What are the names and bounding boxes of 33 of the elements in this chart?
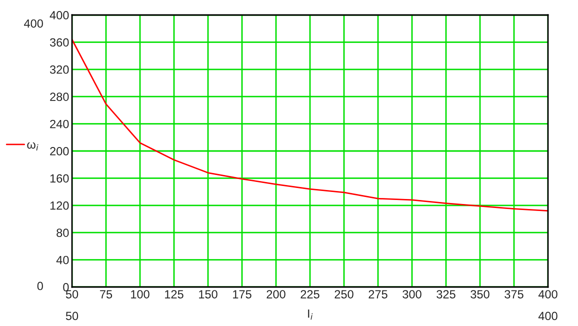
x-tick-label: 250: [334, 290, 354, 298]
x-tick-label: 150: [199, 290, 218, 298]
y-tick-label: 320: [50, 65, 69, 74]
x-tick-label: 400: [538, 290, 558, 298]
text: 400: [24, 19, 43, 28]
y-tick-label: 40: [56, 256, 69, 264]
y-tick-label: 280: [50, 92, 69, 101]
x-tick-label: 200: [266, 290, 286, 298]
y-tick-label: 400: [50, 11, 69, 20]
text: 0: [37, 282, 43, 290]
x-tick-label: 375: [504, 290, 524, 298]
x-tick-label: 175: [233, 290, 252, 298]
y-tick-label: 80: [56, 228, 69, 237]
text: 400: [538, 312, 558, 320]
y-tick-label: 240: [50, 120, 69, 128]
y-tick-label: 0: [63, 283, 69, 292]
x-tick-label: 225: [300, 290, 320, 298]
x-tick-label: 50: [66, 290, 78, 298]
line-series: [72, 38, 548, 212]
y-tick-label: 360: [50, 38, 69, 47]
x-tick-label: 125: [165, 290, 184, 298]
x-axis-title: I$_{i}$: [308, 310, 313, 320]
x-tick-label: 100: [131, 290, 150, 298]
text: 50: [66, 312, 78, 320]
legend-label: ω$_{i}$: [27, 142, 38, 151]
x-tick-label: 350: [470, 290, 490, 298]
x-tick-label: 275: [368, 290, 388, 298]
y-tick-label: 160: [50, 174, 69, 183]
x-tick-label: 75: [100, 290, 112, 298]
y-tick-label: 120: [50, 201, 69, 210]
x-tick-label: 325: [436, 290, 456, 298]
x-tick-label: 300: [402, 290, 422, 298]
y-tick-label: 200: [50, 147, 69, 156]
